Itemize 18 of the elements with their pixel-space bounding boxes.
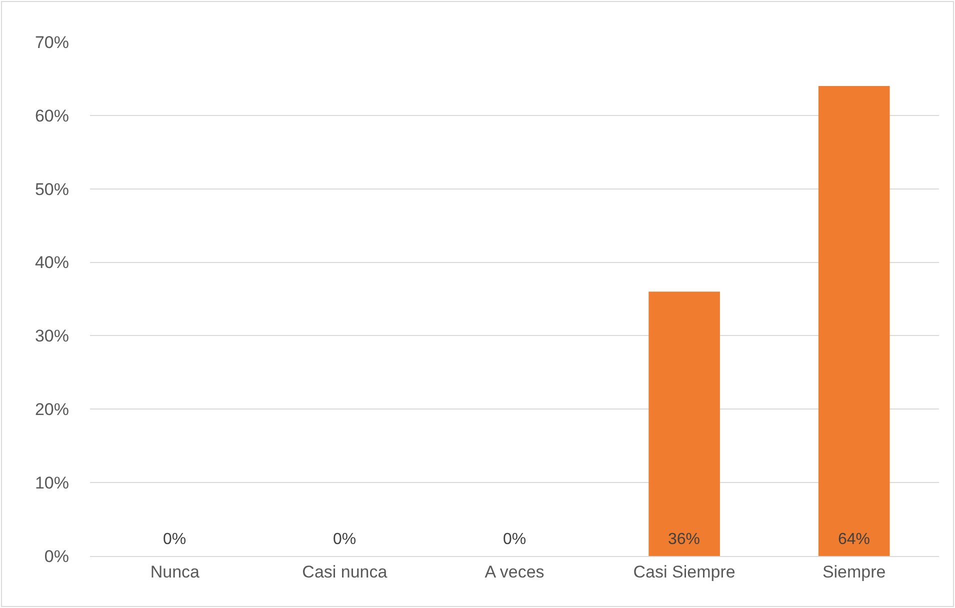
- y-tick-label: 50%: [34, 180, 69, 199]
- x-tick-label: Siempre: [822, 562, 886, 582]
- y-tick-label: 60%: [34, 106, 69, 126]
- y-tick-label: 30%: [34, 326, 69, 346]
- x-tick-label: Casi Siempre: [633, 562, 736, 582]
- data-label: 0%: [163, 531, 186, 548]
- y-tick-label: 20%: [34, 400, 69, 420]
- x-tick-label: Casi nunca: [302, 562, 388, 582]
- y-tick-label: 70%: [34, 32, 69, 52]
- data-label: 0%: [503, 531, 526, 548]
- data-label: 64%: [838, 531, 870, 548]
- data-label: 36%: [668, 531, 700, 548]
- y-tick-label: 40%: [34, 253, 69, 272]
- x-tick-label: Nunca: [150, 562, 200, 582]
- y-tick-label: 10%: [34, 474, 69, 493]
- x-tick-label: A veces: [484, 562, 544, 582]
- data-label: 0%: [333, 531, 356, 548]
- y-tick-label: 0%: [44, 546, 69, 566]
